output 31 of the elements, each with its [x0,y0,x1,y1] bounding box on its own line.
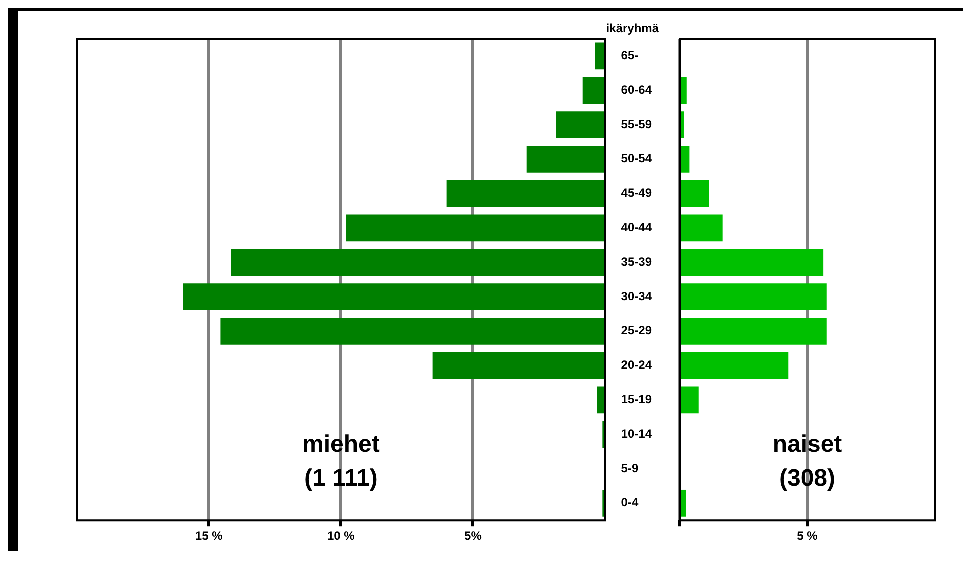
annotation: miehet (1 111) [302,431,380,492]
x-tick-label: 5 % [797,529,818,544]
annotation: naiset (308) [772,431,842,492]
bar [582,77,606,104]
bar [220,318,606,345]
x-tick-label: 15 % [195,529,224,544]
y-tick-label: 30-34 [621,289,652,304]
y-tick-label: 45-49 [621,186,652,200]
x-tick-label: 5% [464,529,482,544]
bar [526,146,606,173]
y-tick-label: 55-59 [621,117,652,132]
bar [432,352,606,380]
y-tick-label: 40-44 [621,220,652,235]
bar [597,386,606,414]
y-tick-label: 25-29 [621,324,652,338]
y-tick-label: 5-9 [621,461,639,476]
y-tick-label: 50-54 [621,152,652,166]
bar [231,249,606,276]
y-tick-label: 65- [621,48,639,63]
y-tick-label: 15-19 [621,392,652,407]
bar [346,214,606,242]
bar [556,112,606,138]
x-tick-label: 10 % [327,529,356,544]
y-tick-label: 0-4 [621,496,639,510]
bar [446,180,606,208]
y-tick-label: 60-64 [621,82,652,97]
y-tick-label: 35-39 [621,254,652,269]
y-tick-label: 20-24 [621,358,652,372]
y-tick-label: 10-14 [621,426,652,441]
y-axis-title: ikäryhmä [606,21,660,36]
bar [183,284,606,310]
